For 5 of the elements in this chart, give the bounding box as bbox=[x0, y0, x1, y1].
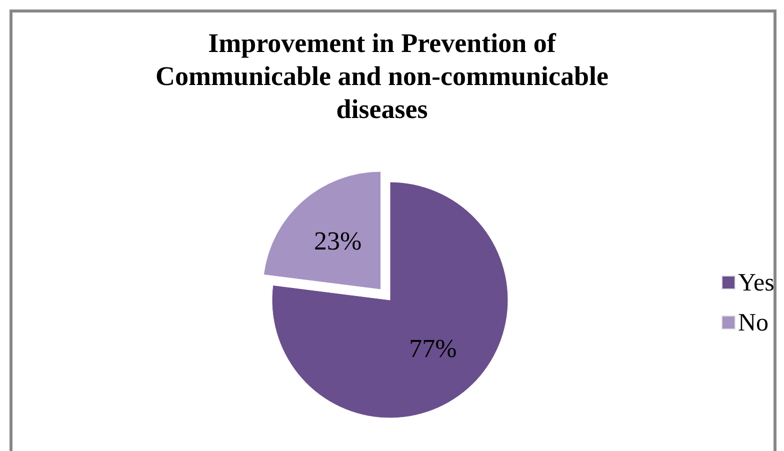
legend-label: Yes bbox=[738, 270, 774, 296]
legend-label: No bbox=[738, 310, 769, 336]
data-label: 77% bbox=[409, 334, 457, 364]
data-label: 23% bbox=[314, 226, 362, 256]
chart-title: Improvement in Prevention of Communicable and non-communicable diseases bbox=[155, 28, 609, 124]
